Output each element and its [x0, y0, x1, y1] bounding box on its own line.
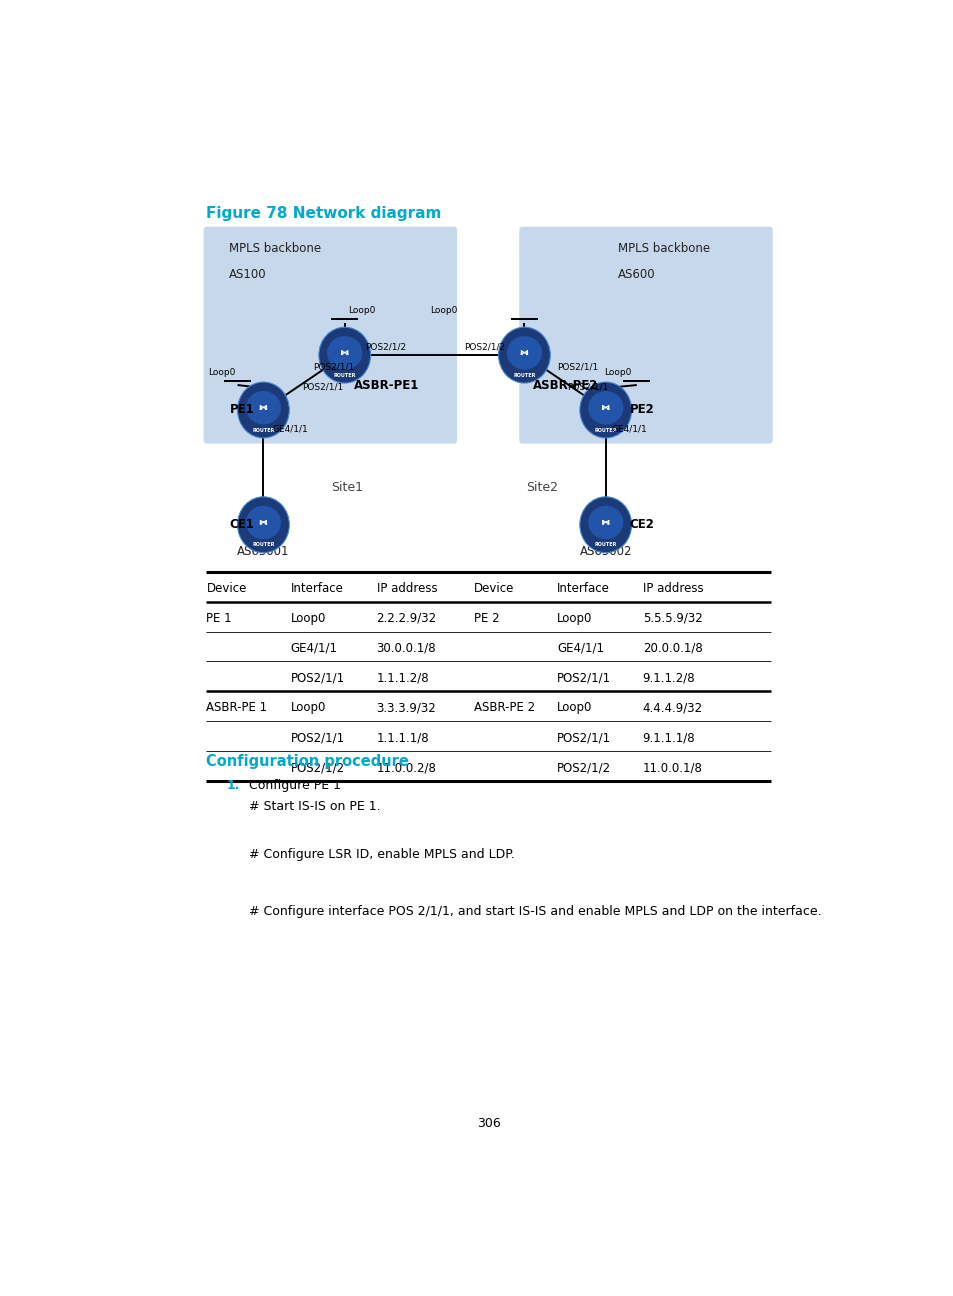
Text: Loop0: Loop0: [348, 306, 375, 315]
Ellipse shape: [579, 382, 631, 438]
Text: ASBR-PE2: ASBR-PE2: [533, 378, 598, 391]
Text: 20.0.0.1/8: 20.0.0.1/8: [642, 642, 701, 654]
Text: AS600: AS600: [618, 268, 656, 281]
Text: Figure 78 Network diagram: Figure 78 Network diagram: [206, 206, 441, 220]
Text: GE4/1/1: GE4/1/1: [611, 425, 647, 433]
Text: PE2: PE2: [629, 403, 654, 416]
Text: 1.1.1.1/8: 1.1.1.1/8: [376, 731, 429, 744]
Text: AS65001: AS65001: [237, 546, 290, 559]
Text: 1.1.1.2/8: 1.1.1.2/8: [376, 671, 429, 684]
Text: ROUTER: ROUTER: [252, 542, 274, 547]
Text: POS2/1/2: POS2/1/2: [557, 761, 611, 774]
Text: 3.3.3.9/32: 3.3.3.9/32: [376, 701, 436, 714]
Text: Loop0: Loop0: [429, 306, 456, 315]
Text: POS2/1/2: POS2/1/2: [291, 761, 345, 774]
Ellipse shape: [588, 391, 622, 425]
Text: GE4/1/1: GE4/1/1: [291, 642, 337, 654]
FancyBboxPatch shape: [519, 227, 771, 443]
Text: # Configure LSR ID, enable MPLS and LDP.: # Configure LSR ID, enable MPLS and LDP.: [249, 848, 514, 861]
Text: ROUTER: ROUTER: [252, 428, 274, 433]
Text: ROUTER: ROUTER: [513, 373, 535, 377]
Text: Site2: Site2: [526, 481, 558, 494]
Text: 306: 306: [476, 1117, 500, 1130]
Text: Loop0: Loop0: [557, 701, 592, 714]
Text: 1.: 1.: [226, 779, 240, 792]
Ellipse shape: [506, 336, 541, 369]
Text: GE4/1/1: GE4/1/1: [272, 425, 308, 433]
Text: PE 1: PE 1: [206, 612, 232, 625]
Text: IP address: IP address: [642, 582, 702, 595]
Text: MPLS backbone: MPLS backbone: [618, 242, 710, 255]
Text: 4.4.4.9/32: 4.4.4.9/32: [642, 701, 702, 714]
Text: Configuration procedure: Configuration procedure: [206, 754, 409, 769]
Text: POS2/1/2: POS2/1/2: [364, 342, 405, 351]
Ellipse shape: [246, 391, 281, 425]
Ellipse shape: [588, 505, 622, 539]
Text: 9.1.1.2/8: 9.1.1.2/8: [642, 671, 695, 684]
Text: POS2/1/1: POS2/1/1: [313, 363, 354, 372]
Ellipse shape: [246, 505, 281, 539]
Text: Interface: Interface: [291, 582, 343, 595]
FancyBboxPatch shape: [204, 227, 456, 443]
Text: 11.0.0.2/8: 11.0.0.2/8: [376, 761, 436, 774]
Text: PE 2: PE 2: [474, 612, 499, 625]
Text: POS2/1/1: POS2/1/1: [557, 731, 611, 744]
Text: AS100: AS100: [229, 268, 266, 281]
Text: Device: Device: [206, 582, 247, 595]
Text: ASBR-PE1: ASBR-PE1: [354, 378, 418, 391]
Text: ASBR-PE 2: ASBR-PE 2: [474, 701, 535, 714]
Text: POS2/1/2: POS2/1/2: [463, 342, 505, 351]
Ellipse shape: [327, 336, 362, 369]
Text: CE2: CE2: [629, 518, 654, 531]
Text: IP address: IP address: [376, 582, 436, 595]
Text: 9.1.1.1/8: 9.1.1.1/8: [642, 731, 695, 744]
Text: Loop0: Loop0: [291, 701, 326, 714]
Text: Loop0: Loop0: [603, 368, 631, 377]
Text: Loop0: Loop0: [291, 612, 326, 625]
Text: Device: Device: [474, 582, 514, 595]
Ellipse shape: [579, 496, 631, 552]
Text: 11.0.0.1/8: 11.0.0.1/8: [642, 761, 701, 774]
Text: ASBR-PE 1: ASBR-PE 1: [206, 701, 268, 714]
Ellipse shape: [237, 382, 289, 438]
Text: GE4/1/1: GE4/1/1: [557, 642, 603, 654]
Text: Configure PE 1: Configure PE 1: [249, 779, 340, 792]
Text: 30.0.0.1/8: 30.0.0.1/8: [376, 642, 436, 654]
Text: Loop0: Loop0: [208, 368, 235, 377]
Text: ROUTER: ROUTER: [594, 542, 617, 547]
Text: # Configure interface POS 2/1/1, and start IS-IS and enable MPLS and LDP on the : # Configure interface POS 2/1/1, and sta…: [249, 906, 821, 919]
Text: PE1: PE1: [230, 403, 254, 416]
Text: POS2/1/1: POS2/1/1: [557, 671, 611, 684]
Text: Interface: Interface: [557, 582, 609, 595]
Ellipse shape: [237, 496, 289, 552]
Text: 2.2.2.9/32: 2.2.2.9/32: [376, 612, 436, 625]
Text: POS2/1/1: POS2/1/1: [567, 382, 608, 391]
Text: POS2/1/1: POS2/1/1: [302, 382, 343, 391]
Text: CE1: CE1: [230, 518, 254, 531]
Ellipse shape: [498, 327, 550, 384]
Text: 5.5.5.9/32: 5.5.5.9/32: [642, 612, 701, 625]
Text: ROUTER: ROUTER: [594, 428, 617, 433]
Ellipse shape: [318, 327, 370, 384]
Text: POS2/1/1: POS2/1/1: [291, 671, 345, 684]
Text: POS2/1/1: POS2/1/1: [557, 363, 598, 372]
Text: POS2/1/1: POS2/1/1: [291, 731, 345, 744]
Text: Loop0: Loop0: [557, 612, 592, 625]
Text: Site1: Site1: [331, 481, 362, 494]
Text: MPLS backbone: MPLS backbone: [229, 242, 320, 255]
Text: # Start IS-IS on PE 1.: # Start IS-IS on PE 1.: [249, 800, 380, 813]
Text: AS65002: AS65002: [578, 546, 631, 559]
Text: ROUTER: ROUTER: [334, 373, 355, 377]
